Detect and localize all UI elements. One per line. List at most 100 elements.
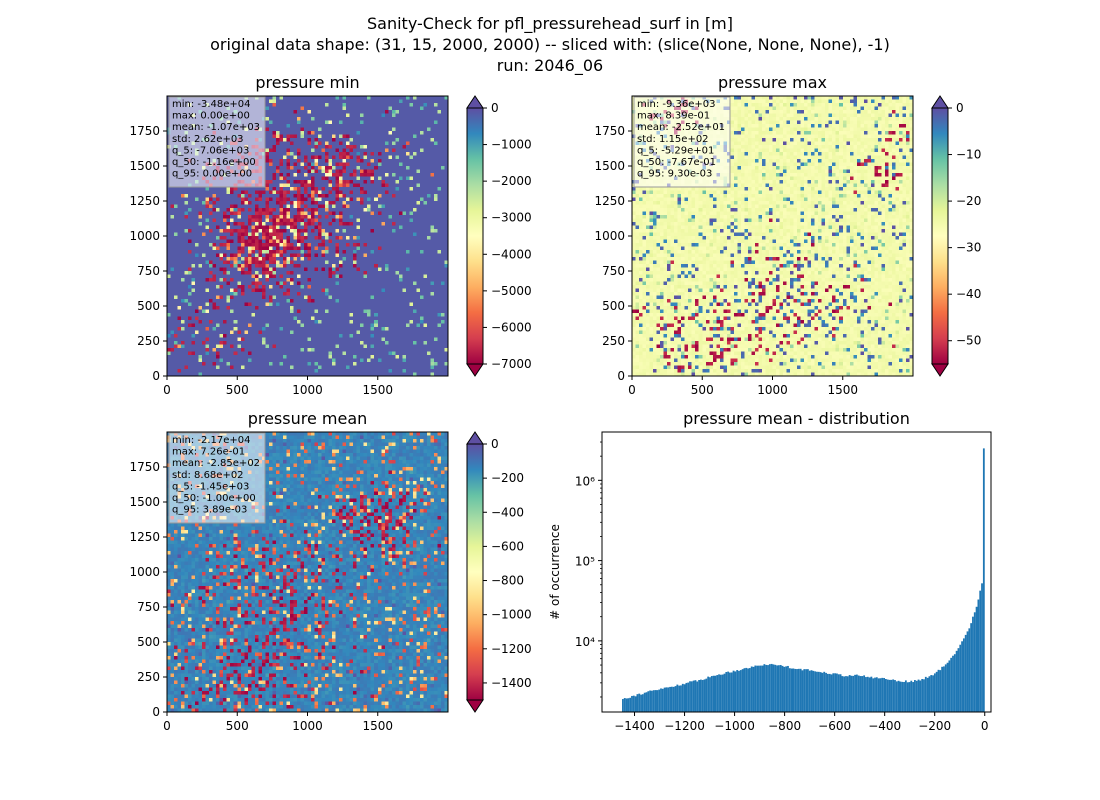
histogram-bar [748,668,751,712]
y-tick-label: 0 [617,369,625,383]
y-tick-label: 1250 [594,194,625,208]
stats-line: q_95: 0.00e+00 [172,169,252,180]
x-tick-label: −1400 [614,719,655,733]
histogram-bar [944,664,947,712]
histogram-bar [718,674,720,712]
histogram-bar [955,650,958,712]
y-tick-label: 250 [602,334,625,348]
x-tick-label: 500 [226,383,249,397]
histogram-bar [738,670,740,712]
histogram-bar [783,666,786,712]
histogram-bar [680,685,682,712]
histogram-bar [836,673,838,712]
histogram-bar [676,684,679,712]
histogram-bar [690,681,693,712]
colorbar-tick-label: −40 [956,287,981,301]
histogram-bar [745,667,748,712]
colorbar-extend-bottom [466,363,484,377]
histogram-bar [901,681,904,712]
colorbar-tick-label: −1200 [491,642,532,656]
histogram-bar [881,677,884,712]
histogram-bar [716,675,719,712]
colorbar-extend-bottom [466,699,484,713]
histogram-bar [747,668,749,712]
colorbar-tick-label: −2000 [491,174,532,188]
histogram-bar [734,671,737,712]
subplot-title: pressure mean [248,409,368,428]
colorbar-tick-label: −400 [491,505,524,519]
histogram-bar [632,695,635,712]
histogram-bar [914,680,916,712]
histogram-bar [729,672,731,712]
histogram-bar [701,680,704,712]
histogram-bars [622,448,985,712]
colorbar [466,107,484,365]
histogram-bar [649,690,652,712]
histogram-bar [656,690,659,712]
histogram-bar [919,680,922,712]
histogram-bar [903,682,905,712]
stats-line: max: 8.39e-01 [637,111,710,122]
histogram-bar [892,679,895,712]
colorbar-tick-label: −1400 [491,676,532,690]
histogram-bar [819,672,822,712]
histogram-bar [837,674,840,712]
histogram-bar [810,670,813,712]
histogram-bar [877,678,880,712]
histogram-bar [756,665,759,712]
stats-line: min: -3.48e+04 [172,99,251,110]
histogram-bar [799,668,802,712]
y-tick-label: 0 [152,705,160,719]
histogram-bar [689,681,691,712]
histogram-bar [904,680,907,712]
histogram-bar [792,668,795,712]
histogram-bar [823,671,826,712]
colorbar-tick-label: −10 [956,148,981,162]
histogram-bar [777,665,780,712]
x-tick-label: −200 [918,719,951,733]
histogram-bar [805,669,808,712]
histogram-bar [975,606,978,712]
x-tick-label: −1200 [664,719,705,733]
colorbar-tick-label: −1000 [491,138,532,152]
histogram-bar [866,676,869,712]
histogram-bar [821,672,824,712]
figure-title-line-1: Sanity-Check for pfl_pressurehead_surf i… [367,14,733,33]
y-tick-label: 750 [137,600,160,614]
histogram-bar [741,669,744,712]
y-tick-label: 1500 [129,159,160,173]
histogram-bar [700,679,702,712]
colorbar-tick-label: 0 [491,101,499,115]
histogram-bar [926,677,929,712]
colorbar-tick-label: −3000 [491,211,532,225]
histogram-bar [714,675,717,712]
histogram-bar [703,679,706,712]
colorbar-tick-label: −1000 [491,608,532,622]
histogram-bar [681,683,684,712]
colorbar-extend-top [931,95,949,109]
y-tick-label: 10⁵ [575,555,595,569]
stats-line: q_50: -1.16e+00 [172,157,256,168]
x-tick-label: 0 [981,719,989,733]
histogram-bar [694,680,697,712]
histogram-bar [890,679,893,712]
colorbar-extend-top [466,95,484,109]
histogram-bar [788,668,791,712]
colorbar-tick-label: −20 [956,194,981,208]
x-tick-label: 1500 [362,383,393,397]
histogram-bar [765,664,768,712]
histogram-bar [924,676,927,712]
histogram-bar [743,668,746,712]
y-tick-label: 1500 [129,495,160,509]
histogram-bar [647,691,650,712]
colorbar-tick-label: −6000 [491,320,532,334]
histogram-bar [886,679,889,712]
histogram-bar [645,692,648,712]
histogram-bar [894,680,896,712]
histogram-bar [772,664,775,712]
figure-title-line-2: original data shape: (31, 15, 2000, 2000… [210,35,890,54]
histogram-bar [884,678,887,712]
histogram-bar [845,676,847,712]
figure-title-line-3: run: 2046_06 [496,56,604,75]
histogram-bar [870,676,873,712]
